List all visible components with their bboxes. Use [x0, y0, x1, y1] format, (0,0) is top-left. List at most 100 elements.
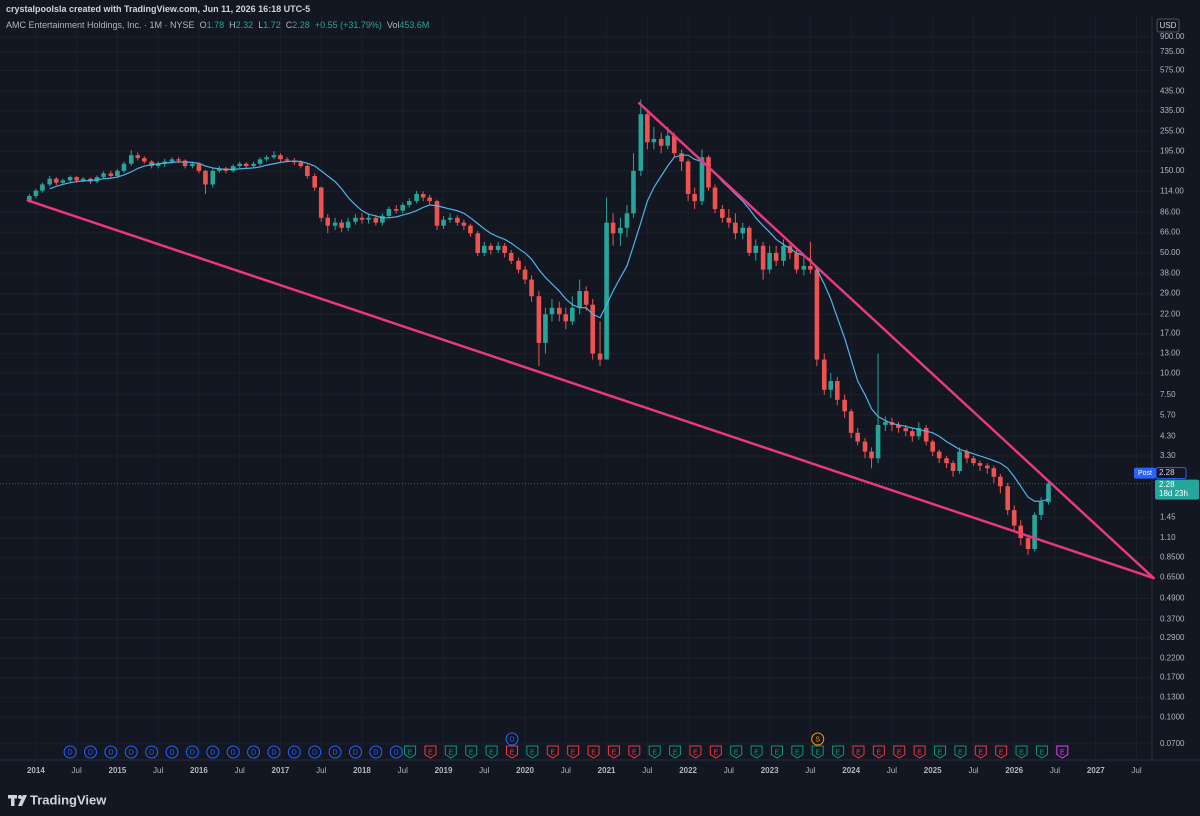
- candle-body: [447, 217, 453, 220]
- event-label: E: [734, 749, 739, 756]
- y-tick-label: 0.8500: [1160, 552, 1185, 561]
- candle-body: [923, 428, 929, 442]
- x-tick-label: Jul: [968, 766, 978, 775]
- event-label: E: [917, 749, 922, 756]
- x-tick-label: 2027: [1087, 766, 1105, 775]
- event-label: D: [68, 749, 73, 756]
- event-label: E: [877, 749, 882, 756]
- candle-body: [556, 307, 562, 315]
- event-label: E: [449, 749, 454, 756]
- event-marker: [709, 745, 722, 759]
- legend-value: 453.6M: [399, 20, 430, 30]
- candle-body: [583, 291, 589, 305]
- event-label: E: [408, 749, 413, 756]
- candle-body: [814, 269, 820, 360]
- candle-body: [679, 153, 684, 162]
- candle-body: [176, 159, 181, 161]
- candle-body: [182, 160, 188, 167]
- event-marker: [83, 745, 97, 759]
- candle-body: [964, 451, 970, 459]
- event-marker: [995, 745, 1008, 759]
- event-marker: [267, 745, 281, 759]
- event-label: D: [231, 749, 236, 756]
- candle-body: [699, 157, 705, 202]
- event-label: D: [251, 749, 256, 756]
- event-marker: [1015, 745, 1028, 759]
- candle-body: [869, 451, 874, 459]
- candle-body: [332, 222, 338, 226]
- y-tick-label: 255.00: [1160, 126, 1185, 135]
- event-label: E: [1040, 749, 1045, 756]
- candle-body: [366, 217, 371, 220]
- event-marker: [954, 745, 967, 759]
- candle-body: [60, 180, 66, 183]
- candle-body: [441, 219, 446, 226]
- candle-body: [903, 428, 909, 432]
- x-tick-label: 2026: [1005, 766, 1023, 775]
- event-label: E: [713, 749, 718, 756]
- y-tick-label: 86.00: [1160, 208, 1181, 217]
- candle-body: [760, 245, 766, 270]
- legend-label: C: [285, 20, 293, 30]
- logo-part: [18, 795, 22, 799]
- event-marker: [1056, 745, 1069, 759]
- candle-body: [910, 431, 915, 437]
- x-tick-label: Jul: [479, 766, 489, 775]
- candle-body: [631, 170, 636, 214]
- candle-body: [502, 245, 507, 253]
- event-marker: [811, 732, 825, 746]
- brand: TradingView: [30, 792, 107, 807]
- event-marker: [165, 745, 179, 759]
- event-marker: [526, 745, 539, 759]
- event-label: E: [1019, 749, 1024, 756]
- event-label: E: [489, 749, 494, 756]
- candle-body: [1018, 525, 1024, 539]
- candle-body: [40, 184, 45, 191]
- event-marker: [226, 745, 240, 759]
- event-marker: [465, 745, 478, 759]
- y-tick-label: 0.1700: [1160, 673, 1185, 682]
- currency-box: [1156, 18, 1180, 33]
- legend-value: 1.72: [263, 20, 281, 30]
- event-marker: [247, 745, 261, 759]
- candle-body: [406, 201, 412, 205]
- candle-body: [712, 187, 718, 210]
- y-tick-label: 0.6500: [1160, 572, 1185, 581]
- candle-body: [597, 353, 603, 360]
- x-tick-label: 2017: [272, 766, 290, 775]
- candle-body: [393, 209, 399, 211]
- event-label: E: [530, 749, 535, 756]
- y-tick-label: 13.00: [1160, 349, 1181, 358]
- candle-body: [495, 245, 501, 250]
- event-marker: [648, 745, 661, 759]
- candle-body: [828, 381, 834, 390]
- candle-body: [767, 252, 772, 270]
- post-tag-label: Post: [1138, 470, 1152, 477]
- candle-body: [264, 157, 269, 160]
- event-marker: [893, 745, 906, 759]
- candle-body: [645, 114, 650, 143]
- legend-label: L: [258, 20, 264, 30]
- candle-body: [217, 168, 222, 171]
- event-marker: [308, 745, 322, 759]
- candle-body: [618, 227, 623, 234]
- event-marker: [348, 745, 362, 759]
- post-price-tag: [1155, 467, 1187, 480]
- event-label: E: [836, 749, 841, 756]
- post-tag: [1134, 467, 1156, 479]
- y-tick-label: 17.00: [1160, 329, 1181, 338]
- candle-body: [284, 159, 290, 161]
- y-tick-label: 0.2900: [1160, 633, 1185, 642]
- candle-body: [305, 166, 310, 177]
- candle-body: [549, 307, 555, 315]
- candle-body: [998, 476, 1003, 487]
- candle-body: [516, 260, 521, 270]
- y-tick-label: 1.10: [1160, 533, 1176, 542]
- y-tick-label: 29.00: [1160, 289, 1181, 298]
- candle-body: [373, 217, 379, 223]
- event-marker: [328, 745, 342, 759]
- candle-body: [842, 399, 847, 412]
- event-marker: [206, 745, 220, 759]
- y-tick-label: 0.2200: [1160, 653, 1185, 662]
- y-tick-label: 575.00: [1160, 66, 1185, 75]
